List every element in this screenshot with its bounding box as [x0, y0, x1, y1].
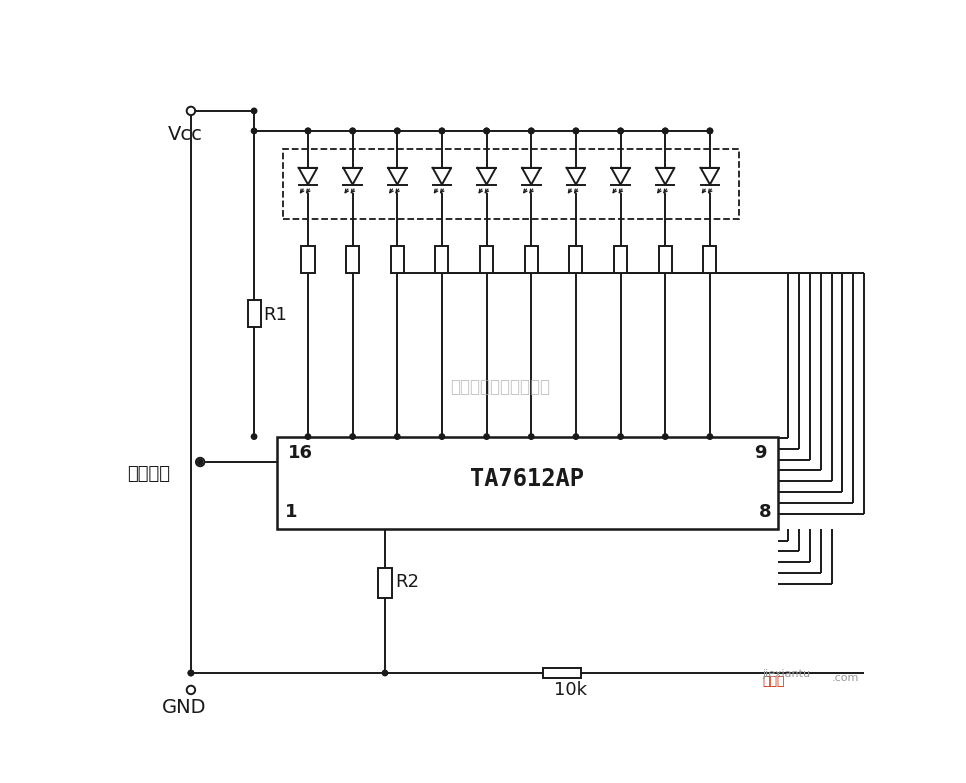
- Text: .com: .com: [832, 673, 859, 683]
- Circle shape: [251, 128, 257, 134]
- Bar: [247, 300, 261, 327]
- Text: Vcc: Vcc: [168, 125, 203, 144]
- Circle shape: [305, 128, 311, 134]
- Circle shape: [618, 434, 623, 439]
- Bar: [277, 437, 778, 529]
- Circle shape: [383, 670, 387, 676]
- Circle shape: [440, 128, 444, 134]
- Circle shape: [440, 434, 444, 439]
- Polygon shape: [611, 168, 630, 185]
- Bar: [614, 246, 627, 273]
- Circle shape: [350, 434, 355, 439]
- Circle shape: [197, 460, 203, 465]
- Bar: [346, 246, 359, 273]
- Circle shape: [305, 128, 311, 134]
- Circle shape: [196, 458, 205, 466]
- Bar: [379, 568, 391, 598]
- Circle shape: [707, 128, 713, 134]
- Circle shape: [618, 128, 623, 134]
- Polygon shape: [433, 168, 451, 185]
- Bar: [436, 246, 448, 273]
- Circle shape: [251, 434, 257, 439]
- Circle shape: [618, 128, 623, 134]
- Circle shape: [188, 670, 193, 676]
- Circle shape: [394, 434, 400, 439]
- Bar: [703, 246, 717, 273]
- Text: R1: R1: [264, 305, 287, 323]
- Circle shape: [251, 108, 257, 114]
- Circle shape: [484, 434, 490, 439]
- Circle shape: [573, 128, 579, 134]
- Polygon shape: [656, 168, 674, 185]
- Circle shape: [350, 128, 355, 134]
- Text: 9: 9: [754, 444, 767, 462]
- Text: 16: 16: [288, 444, 313, 462]
- Circle shape: [573, 434, 579, 439]
- Circle shape: [663, 434, 668, 439]
- Circle shape: [484, 128, 490, 134]
- Polygon shape: [567, 168, 585, 185]
- Polygon shape: [343, 168, 362, 185]
- Circle shape: [350, 128, 355, 134]
- Circle shape: [528, 434, 534, 439]
- Bar: [543, 668, 582, 678]
- Polygon shape: [298, 168, 317, 185]
- Circle shape: [188, 670, 193, 676]
- Circle shape: [663, 128, 668, 134]
- Circle shape: [528, 128, 534, 134]
- Circle shape: [186, 686, 195, 695]
- Circle shape: [186, 106, 195, 115]
- Text: 1: 1: [285, 503, 298, 521]
- Polygon shape: [388, 168, 407, 185]
- Bar: [283, 150, 739, 218]
- Circle shape: [484, 128, 490, 134]
- Circle shape: [440, 128, 444, 134]
- Text: 杭州将睹科技有限公司: 杭州将睹科技有限公司: [450, 377, 551, 395]
- Polygon shape: [477, 168, 496, 185]
- Circle shape: [573, 128, 579, 134]
- Circle shape: [394, 128, 400, 134]
- Text: 模拟输入: 模拟输入: [127, 465, 170, 483]
- Polygon shape: [700, 168, 719, 185]
- Bar: [525, 246, 538, 273]
- Circle shape: [305, 434, 311, 439]
- Text: jiexiantu: jiexiantu: [762, 669, 810, 679]
- Circle shape: [663, 128, 668, 134]
- Bar: [480, 246, 494, 273]
- Text: TA7612AP: TA7612AP: [470, 467, 584, 491]
- Circle shape: [707, 434, 713, 439]
- Polygon shape: [522, 168, 541, 185]
- Text: 10k: 10k: [554, 680, 587, 698]
- Text: GND: GND: [161, 698, 206, 717]
- Circle shape: [394, 128, 400, 134]
- Circle shape: [528, 128, 534, 134]
- Circle shape: [707, 128, 713, 134]
- Text: 8: 8: [759, 503, 772, 521]
- Text: R2: R2: [396, 572, 420, 590]
- Bar: [390, 246, 404, 273]
- Text: 接线图: 接线图: [762, 675, 784, 688]
- Bar: [659, 246, 671, 273]
- Bar: [569, 246, 582, 273]
- Bar: [301, 246, 315, 273]
